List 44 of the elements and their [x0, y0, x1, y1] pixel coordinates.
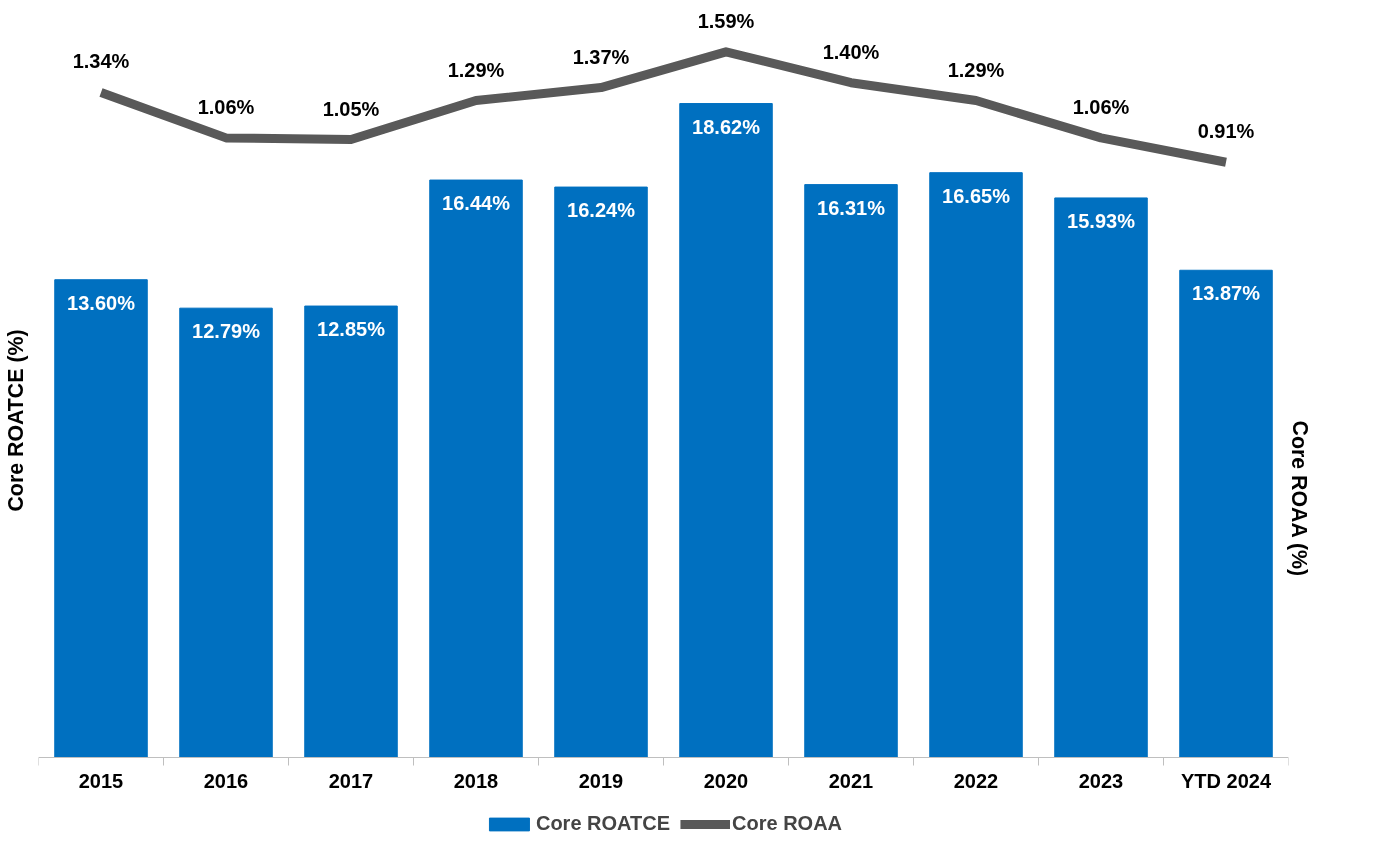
data-label: 12.85% — [317, 318, 386, 341]
data-label: 0.91% — [1197, 120, 1255, 143]
data-label: 15.93% — [1067, 209, 1136, 232]
bar — [54, 279, 148, 758]
bar — [1054, 197, 1148, 758]
data-label: 1.40% — [822, 40, 880, 63]
data-label: 16.31% — [817, 196, 886, 219]
x-tick-label: 2021 — [828, 770, 874, 793]
data-label: 16.65% — [942, 184, 1011, 207]
x-tick-label: 2017 — [328, 770, 374, 793]
data-label: 13.87% — [1192, 282, 1261, 305]
data-label: 1.06% — [197, 95, 255, 118]
data-label: 12.79% — [192, 320, 261, 343]
x-tick-label: 2019 — [578, 770, 624, 793]
data-label: 18.62% — [692, 115, 761, 138]
legend-label: Core ROATCE — [535, 812, 671, 835]
data-label: 1.29% — [947, 58, 1005, 81]
bar — [679, 103, 773, 758]
bar — [304, 305, 398, 758]
x-tick-label: 2016 — [203, 770, 249, 793]
data-label: 13.60% — [67, 291, 136, 314]
bar — [179, 307, 273, 758]
x-tick-label: YTD 2024 — [1180, 770, 1272, 793]
data-label: 1.05% — [322, 97, 380, 120]
bar — [429, 179, 523, 758]
data-label: 16.24% — [567, 199, 636, 222]
data-label: 1.06% — [1072, 95, 1130, 118]
x-tick-label: 2023 — [1078, 770, 1124, 793]
data-label: 1.37% — [572, 45, 630, 68]
data-label: 1.59% — [697, 9, 755, 32]
bar — [1179, 269, 1273, 758]
x-tick-label: 2022 — [953, 770, 999, 793]
bar — [554, 186, 648, 758]
bar — [804, 184, 898, 758]
x-tick-label: 2018 — [453, 770, 499, 793]
data-label: 1.29% — [447, 58, 505, 81]
x-tick-label: 2015 — [78, 770, 124, 793]
bar — [929, 172, 1023, 758]
x-tick-label: 2020 — [703, 770, 749, 793]
data-label: 16.44% — [442, 192, 511, 215]
y-axis-title: Core ROATCE (%) — [3, 329, 28, 512]
legend-label: Core ROAA — [732, 812, 843, 835]
data-label: 1.34% — [72, 50, 130, 73]
y2-axis-title: Core ROAA (%) — [1287, 420, 1312, 577]
